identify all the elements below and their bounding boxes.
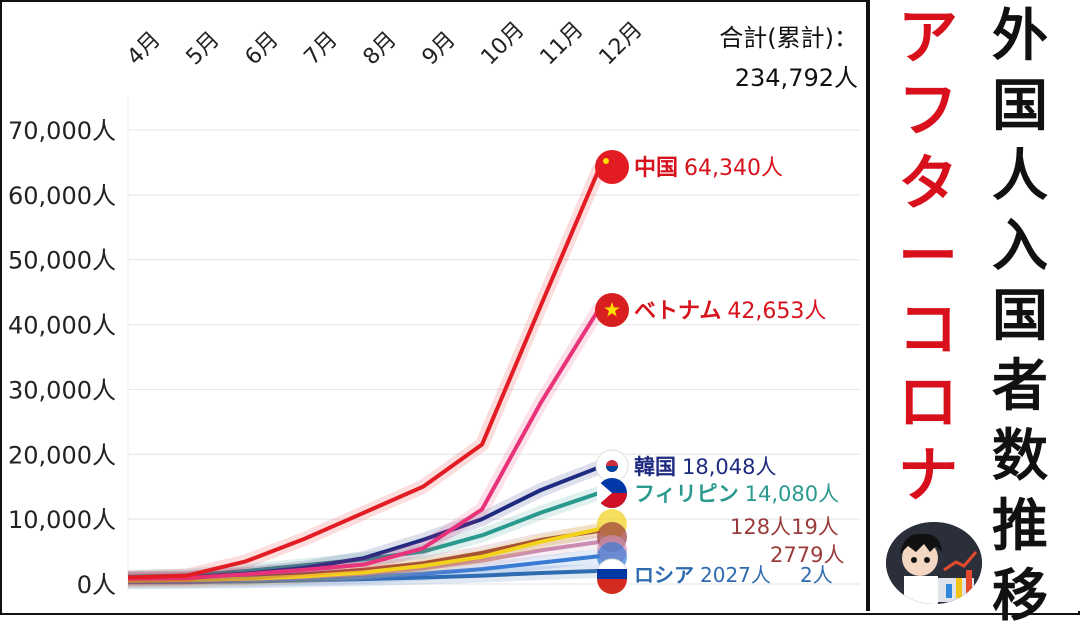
title-char: 外 — [992, 3, 1048, 69]
subtitle-char: コ — [898, 295, 958, 365]
title-char: 国 — [992, 73, 1048, 139]
x-tick-label: 11月 — [536, 17, 589, 70]
series-line — [127, 165, 602, 580]
x-tick-label: 5月 — [182, 27, 225, 70]
title-panel: アフターコロナ 外国人入国者数推移 — [866, 0, 1080, 624]
y-tick-label: 40,000人 — [8, 312, 116, 340]
subtitle-char: フ — [898, 76, 958, 146]
subtitle-vertical: アフターコロナ — [898, 8, 958, 519]
x-tick-label: 12月 — [595, 17, 648, 70]
title-char: 国 — [992, 283, 1048, 349]
series-line — [127, 306, 602, 581]
x-tick-label: 8月 — [359, 27, 402, 70]
subtitle-char: ー — [898, 222, 958, 292]
subtitle-char: タ — [898, 149, 958, 219]
series-line — [127, 526, 601, 583]
series-end-marker — [596, 558, 628, 594]
subtitle-char: ロ — [898, 368, 958, 438]
total-value: 234,792人 — [734, 64, 858, 92]
series-end-marker — [595, 150, 629, 184]
series-end-marker — [595, 449, 629, 483]
title-char: 数 — [992, 423, 1048, 489]
y-tick-label: 50,000人 — [8, 247, 116, 275]
series-label: フィリピン 14,080人 — [634, 482, 839, 506]
series-label: 中国 64,340人 — [634, 156, 783, 181]
title-vertical: 外国人入国者数推移 — [992, 8, 1048, 638]
series-end-marker — [597, 478, 627, 508]
x-tick-label: 10月 — [477, 17, 530, 70]
total-box: 合計(累計)： 234,792人 — [719, 18, 858, 98]
y-tick-label: 0人 — [77, 571, 116, 599]
title-char: 移 — [992, 563, 1048, 629]
y-tick-label: 10,000人 — [8, 506, 116, 534]
x-tick-label: 7月 — [300, 27, 343, 70]
series-label: ベトナム 42,653人 — [634, 299, 826, 324]
series-label: 韓国 18,048人 — [634, 455, 776, 479]
line-chart: 0人 10,000人 20,000人 30,000人 40,000人 50,000人 60,… — [8, 17, 860, 599]
overlap-label: 128人19人 — [730, 515, 839, 539]
x-tick-label: 9月 — [418, 27, 461, 70]
avatar — [886, 522, 982, 604]
overlap-label: 2779人 — [770, 543, 844, 567]
subtitle-char: ナ — [898, 441, 958, 511]
y-tick-label: 30,000人 — [8, 376, 116, 404]
title-char: 者 — [992, 353, 1048, 419]
y-tick-label: 20,000人 — [8, 441, 116, 469]
x-tick-label: 4月 — [123, 27, 166, 70]
title-char: 入 — [992, 213, 1048, 279]
total-label: 合計(累計)： — [719, 24, 858, 52]
y-tick-label: 60,000人 — [8, 182, 116, 210]
y-tick-label: 70,000人 — [8, 117, 116, 145]
x-tick-label: 6月 — [241, 27, 284, 70]
overlap-label: 2人 — [800, 563, 833, 587]
title-char: 人 — [992, 143, 1048, 209]
subtitle-char: ア — [898, 3, 958, 73]
series-end-marker — [595, 293, 629, 327]
series-label: ロシア 2027人 — [634, 563, 771, 587]
title-char: 推 — [992, 493, 1048, 559]
